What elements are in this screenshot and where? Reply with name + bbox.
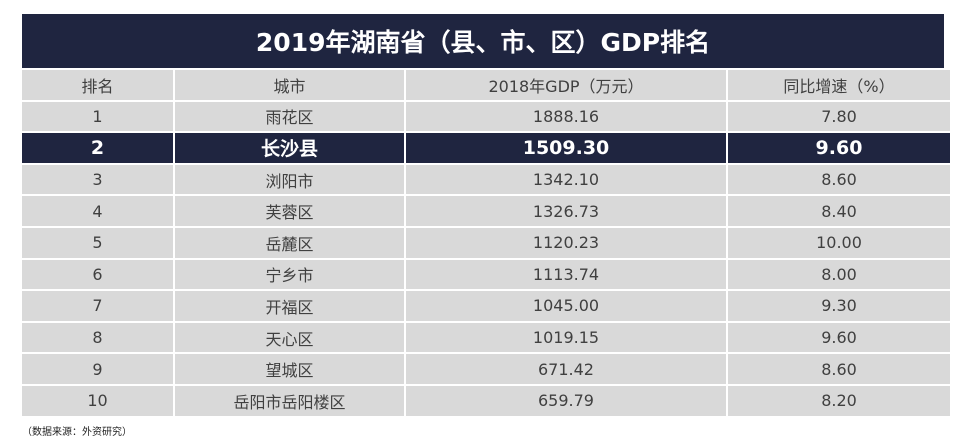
header-cell: 城市 [175, 70, 404, 100]
table-title: 2019年湖南省（县、市、区）GDP排名 [22, 14, 944, 68]
table-cell: 1045.00 [406, 291, 726, 321]
table-cell: 7.80 [728, 101, 950, 132]
table-cell: 宁乡市 [175, 259, 404, 290]
table-cell: 岳麓区 [175, 227, 404, 258]
table-cell: 8.40 [728, 196, 950, 226]
table-body: 1 雨花区 1888.16 7.80 2 长沙县 1509.30 9.60 3 浏阳市 1342.1… [22, 101, 950, 416]
table-row: 9 望城区 671.42 8.60 [22, 354, 950, 384]
table-row: 7 开福区 1045.00 9.30 [22, 291, 950, 321]
table-cell: 1 [22, 101, 173, 132]
table-cell: 5 [22, 227, 173, 258]
table-cell: 雨花区 [175, 101, 404, 132]
table-cell: 8 [22, 322, 173, 353]
table-cell: 659.79 [406, 385, 726, 416]
table-cell: 1509.30 [406, 133, 726, 163]
table-cell: 8.20 [728, 385, 950, 416]
table-row: 1 雨花区 1888.16 7.80 [22, 101, 950, 132]
header-cell: 同比增速（%） [728, 70, 950, 100]
table-cell: 1120.23 [406, 227, 726, 258]
table-row: 4 芙蓉区 1326.73 8.40 [22, 196, 950, 226]
table-cell: 芙蓉区 [175, 196, 404, 226]
table-cell: 望城区 [175, 354, 404, 384]
table-cell: 1888.16 [406, 101, 726, 132]
table-cell: 4 [22, 196, 173, 226]
table-cell: 天心区 [175, 322, 404, 353]
table-row: 2 长沙县 1509.30 9.60 [22, 133, 950, 163]
table-cell: 10 [22, 385, 173, 416]
table-cell: 浏阳市 [175, 164, 404, 195]
table-cell: 1113.74 [406, 259, 726, 290]
table-cell: 长沙县 [175, 133, 404, 163]
table-cell: 8.60 [728, 164, 950, 195]
table-cell: 岳阳市岳阳楼区 [175, 385, 404, 416]
table-cell: 1342.10 [406, 164, 726, 195]
header-cell: 2018年GDP（万元） [406, 70, 726, 100]
table-cell: 9 [22, 354, 173, 384]
table-cell: 2 [22, 133, 173, 163]
table-cell: 8.00 [728, 259, 950, 290]
table-cell: 8.60 [728, 354, 950, 384]
table-cell: 3 [22, 164, 173, 195]
table-cell: 671.42 [406, 354, 726, 384]
table-cell: 6 [22, 259, 173, 290]
table-row: 6 宁乡市 1113.74 8.00 [22, 259, 950, 290]
header-cell: 排名 [22, 70, 173, 100]
table-cell: 9.30 [728, 291, 950, 321]
table-cell: 1326.73 [406, 196, 726, 226]
table-cell: 1019.15 [406, 322, 726, 353]
table-row: 10 岳阳市岳阳楼区 659.79 8.20 [22, 385, 950, 416]
table-cell: 7 [22, 291, 173, 321]
source-note: （数据来源：外资研究） [22, 427, 132, 438]
table-cell: 9.60 [728, 322, 950, 353]
table-cell: 开福区 [175, 291, 404, 321]
gdp-table: 排名 城市 2018年GDP（万元） 同比增速（%） 1 雨花区 1888.16 7.80 2… [20, 68, 952, 418]
table-row: 3 浏阳市 1342.10 8.60 [22, 164, 950, 195]
table-cell: 9.60 [728, 133, 950, 163]
table-row: 5 岳麓区 1120.23 10.00 [22, 227, 950, 258]
table-cell: 10.00 [728, 227, 950, 258]
table-row: 8 天心区 1019.15 9.60 [22, 322, 950, 353]
table-header: 排名 城市 2018年GDP（万元） 同比增速（%） [22, 70, 950, 100]
header-row: 排名 城市 2018年GDP（万元） 同比增速（%） [22, 70, 950, 100]
